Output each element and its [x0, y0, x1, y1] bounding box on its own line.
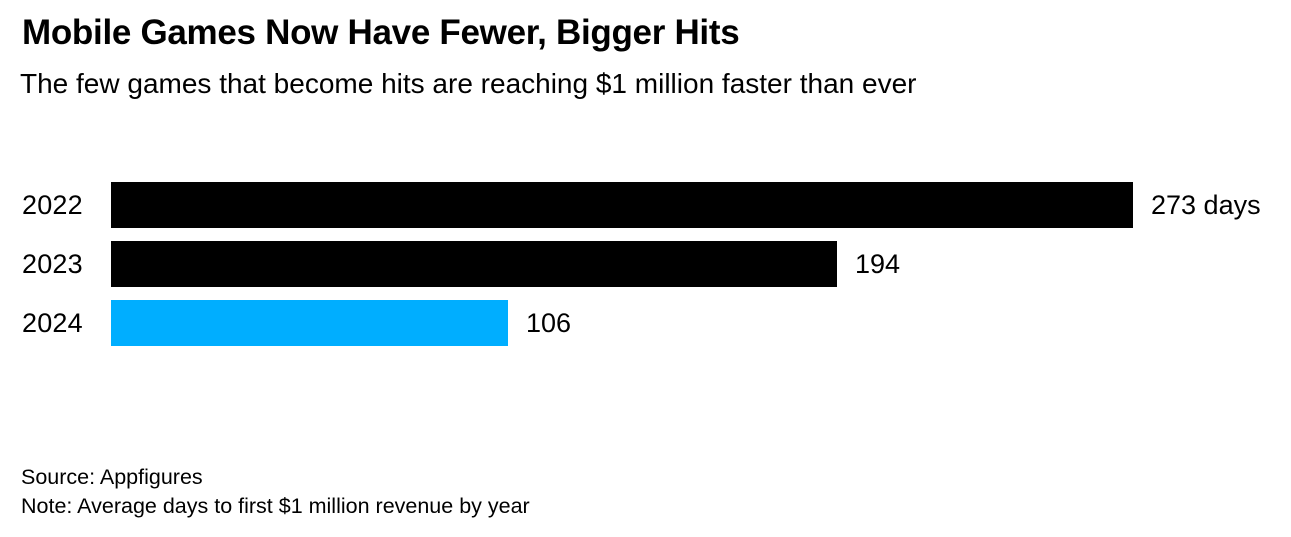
chart-title: Mobile Games Now Have Fewer, Bigger Hits	[22, 13, 740, 52]
source-line: Source: Appfigures	[21, 465, 203, 489]
bar-2022	[111, 182, 1133, 228]
chart-subtitle: The few games that become hits are reach…	[20, 68, 917, 99]
chart-footer: Source: Appfigures Note: Average days to…	[21, 463, 530, 521]
year-label: 2024	[22, 307, 83, 338]
year-label: 2022	[22, 189, 83, 220]
note-line: Note: Average days to first $1 million r…	[21, 494, 530, 518]
value-label: 273 days	[1151, 189, 1261, 220]
value-label: 106	[526, 307, 572, 338]
chart-row-2023: 2023 194	[22, 241, 1261, 287]
value-label: 194	[855, 248, 901, 279]
chart-row-2022: 2022 273 days	[22, 182, 1261, 228]
chart-row-2024: 2024 106	[22, 300, 1261, 346]
year-label: 2023	[22, 248, 83, 279]
bar-2024	[111, 300, 508, 346]
bar-chart: 2022 273 days 2023 194 2024 106	[22, 182, 1261, 359]
bar-2023	[111, 241, 837, 287]
